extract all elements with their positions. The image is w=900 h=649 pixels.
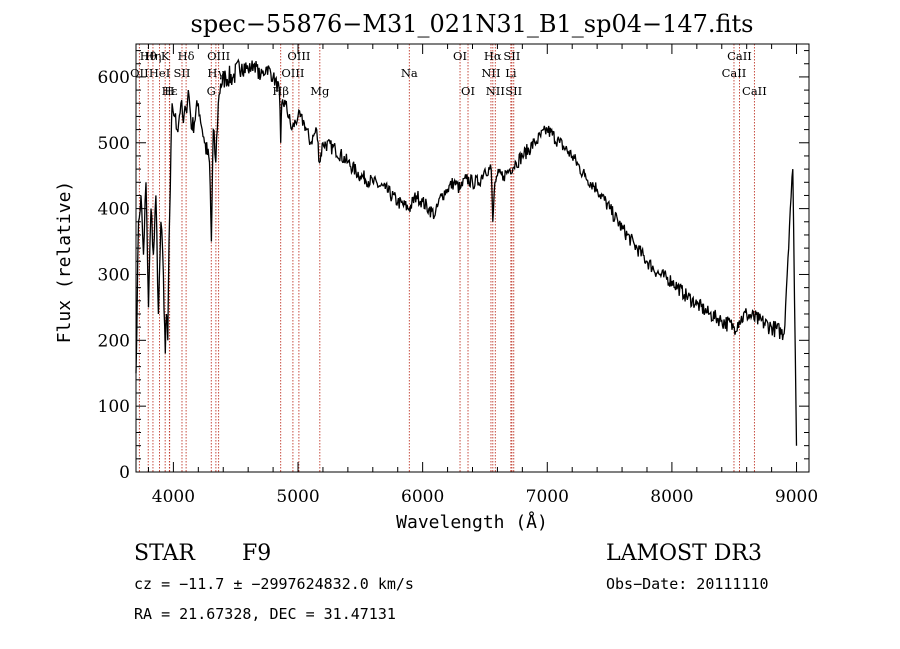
x-tick-label: 6000 — [401, 487, 444, 507]
marker-label: Mg — [310, 84, 330, 98]
y-axis-label: Flux (relative) — [54, 181, 75, 344]
marker-label: Hθ — [140, 49, 157, 63]
coordinates-line: RA = 21.67328, DEC = 31.47131 — [134, 605, 396, 623]
marker-label: OIII — [281, 66, 304, 80]
y-tick-label: 600 — [98, 68, 130, 88]
y-tick-label: 200 — [98, 331, 130, 351]
marker-label: OII — [130, 66, 149, 80]
marker-label: Hε — [162, 84, 178, 98]
line-markers — [138, 44, 755, 472]
marker-label: Li — [505, 66, 517, 80]
y-tick-label: 500 — [98, 134, 130, 154]
marker-label: SII — [174, 66, 191, 80]
marker-label: CaII — [722, 66, 747, 80]
x-tick-label: 9000 — [775, 487, 818, 507]
marker-label: OIII — [287, 49, 310, 63]
survey-name: LAMOST DR3 — [606, 541, 762, 566]
object-class: STAR — [134, 541, 196, 566]
spectral-subclass: F9 — [242, 541, 271, 566]
y-tick-label: 400 — [98, 200, 130, 220]
marker-label: Na — [401, 66, 418, 80]
chart-title: spec−55876−M31_021N31_B1_sp04−147.fits — [191, 10, 754, 38]
marker-label: SII — [503, 49, 520, 63]
marker-label: H — [164, 84, 174, 98]
marker-label: Hγ — [207, 66, 224, 80]
y-tick-label: 0 — [119, 463, 130, 483]
x-tick-label: 7000 — [526, 487, 569, 507]
spectrum-line — [135, 58, 798, 446]
marker-label: SII — [505, 84, 522, 98]
y-tick-label: 100 — [98, 397, 130, 417]
marker-label: NII — [481, 66, 500, 80]
marker-label: CaII — [742, 84, 767, 98]
y-tick-label: 300 — [98, 265, 130, 285]
x-axis-ticks: 4000 5000 6000 7000 8000 9000 — [147, 44, 818, 507]
marker-label: Hδ — [178, 49, 195, 63]
marker-label: NII — [486, 84, 505, 98]
x-tick-label: 4000 — [152, 487, 195, 507]
y-axis-ticks: 0 100 200 300 400 500 600 — [98, 50, 809, 483]
marker-label: Hη — [144, 49, 161, 63]
marker-label: Hβ — [272, 84, 289, 98]
marker-label: HeI — [149, 66, 170, 80]
marker-label: Hα — [484, 49, 502, 63]
observation-date: Obs−Date: 20111110 — [606, 575, 769, 593]
marker-label: OI — [461, 84, 475, 98]
x-tick-label: 8000 — [650, 487, 693, 507]
x-tick-label: 5000 — [276, 487, 319, 507]
marker-label: CaII — [727, 49, 752, 63]
redshift-line: cz = −11.7 ± −2997624832.0 km/s — [134, 575, 414, 593]
marker-label: OI — [453, 49, 467, 63]
marker-label: K — [161, 49, 170, 63]
x-axis-label: Wavelength (Å) — [396, 511, 548, 533]
marker-label: OIII — [207, 49, 230, 63]
marker-label: G — [207, 84, 216, 98]
